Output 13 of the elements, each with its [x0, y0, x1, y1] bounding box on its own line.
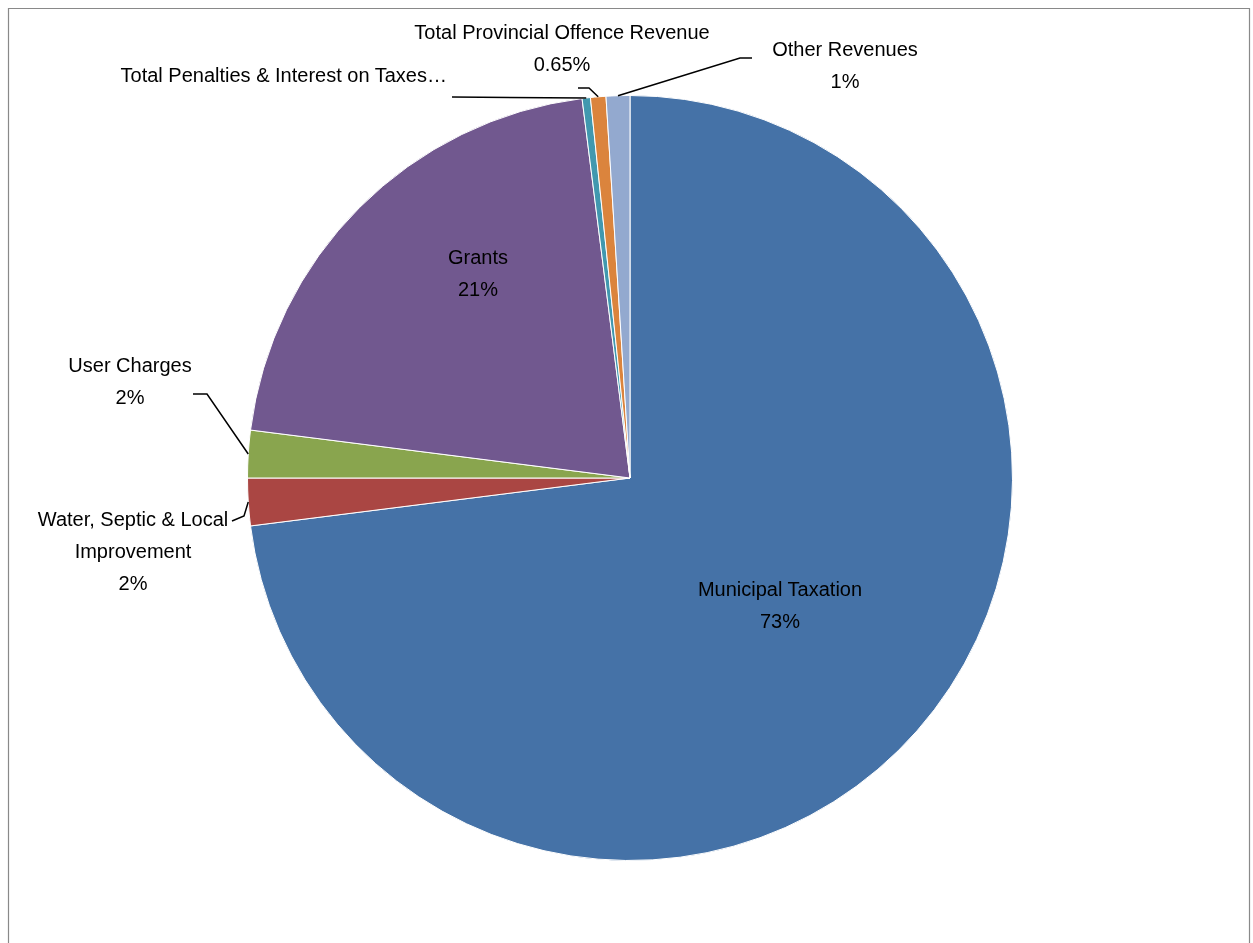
data-label: 2% — [115, 385, 145, 408]
data-label: 2% — [118, 571, 148, 594]
data-label: 0.65% — [533, 52, 591, 75]
data-label: 21% — [457, 277, 499, 300]
slice-label: Water, Septic & Local Improvement — [37, 507, 229, 562]
slice-label: Total Penalties & Interest on Taxes… — [120, 63, 447, 86]
slice-label: User Charges — [68, 353, 192, 376]
slice-label: Total Provincial Offence Revenue — [414, 20, 710, 43]
data-label: 1% — [830, 69, 860, 92]
slice-label: Grants — [447, 245, 509, 268]
data-label: 73% — [759, 609, 801, 632]
slice-label: Municipal Taxation — [697, 577, 863, 600]
slice-label: Other Revenues — [772, 37, 918, 60]
